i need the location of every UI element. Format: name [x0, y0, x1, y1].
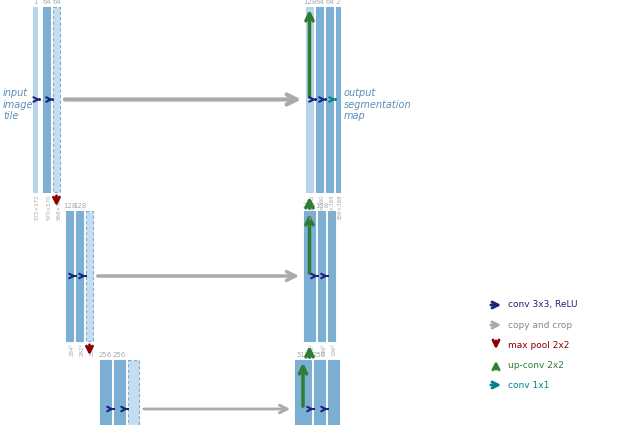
- Bar: [66, 211, 73, 341]
- Text: 198²: 198²: [321, 343, 326, 356]
- Text: 256: 256: [113, 352, 126, 358]
- Text: conv 1x1: conv 1x1: [508, 380, 549, 389]
- Bar: [295, 360, 311, 425]
- Text: 388×388: 388×388: [330, 194, 335, 220]
- Text: 284²: 284²: [70, 343, 74, 356]
- Bar: [53, 7, 60, 192]
- Bar: [316, 7, 323, 192]
- Bar: [328, 360, 339, 425]
- Text: output
segmentation
map: output segmentation map: [344, 88, 412, 121]
- Text: input
image
tile: input image tile: [3, 88, 33, 121]
- Bar: [306, 7, 313, 192]
- Text: copy and crop: copy and crop: [508, 320, 572, 329]
- Text: 570×570: 570×570: [47, 194, 51, 220]
- Text: 572×572: 572×572: [35, 194, 40, 220]
- Bar: [86, 211, 93, 341]
- Bar: [128, 360, 139, 425]
- Bar: [33, 7, 37, 192]
- Text: 1: 1: [33, 0, 37, 5]
- Text: 568×568: 568×568: [56, 194, 61, 220]
- Text: 280²: 280²: [90, 343, 95, 356]
- Bar: [100, 360, 111, 425]
- Text: 128: 128: [73, 203, 86, 209]
- Text: 64: 64: [315, 0, 324, 5]
- Text: 128: 128: [63, 203, 76, 209]
- Text: conv 3x3, ReLU: conv 3x3, ReLU: [508, 300, 577, 309]
- Bar: [318, 211, 325, 341]
- Bar: [76, 211, 83, 341]
- Text: 390×390: 390×390: [319, 194, 324, 220]
- Text: 388×388: 388×388: [338, 194, 343, 220]
- Text: max pool 2x2: max pool 2x2: [508, 340, 570, 349]
- Text: 64: 64: [42, 0, 51, 5]
- Bar: [328, 211, 335, 341]
- Text: 128: 128: [315, 203, 328, 209]
- Bar: [326, 7, 333, 192]
- Bar: [304, 211, 315, 341]
- Text: up-conv 2x2: up-conv 2x2: [508, 360, 564, 369]
- Text: 512: 512: [296, 352, 310, 358]
- Text: 392×392: 392×392: [310, 194, 314, 220]
- Bar: [43, 7, 50, 192]
- Text: 64: 64: [52, 0, 61, 5]
- Bar: [314, 360, 325, 425]
- Text: 128: 128: [303, 0, 316, 5]
- Text: 200²: 200²: [310, 343, 314, 356]
- Text: 196²: 196²: [332, 343, 337, 356]
- Text: 256: 256: [303, 203, 316, 209]
- Bar: [114, 360, 125, 425]
- Text: 282²: 282²: [79, 343, 84, 356]
- Text: 256: 256: [99, 352, 112, 358]
- Bar: [336, 7, 340, 192]
- Text: 256: 256: [313, 352, 326, 358]
- Text: 64: 64: [325, 0, 334, 5]
- Text: 2: 2: [336, 0, 340, 5]
